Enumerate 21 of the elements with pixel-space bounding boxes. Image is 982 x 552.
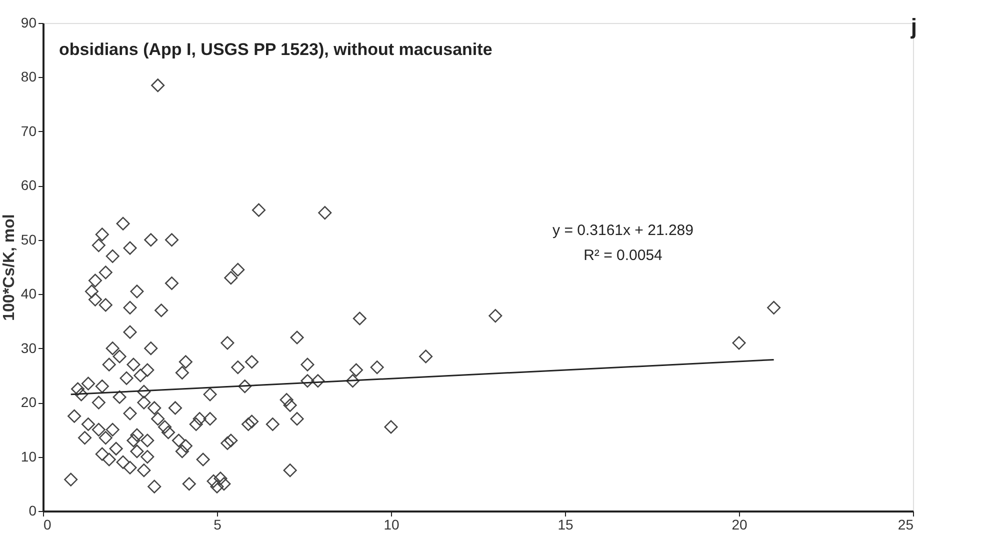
annotation: j: [910, 14, 917, 39]
x-tick-label: 0: [44, 516, 52, 532]
y-tick-label: 90: [20, 14, 37, 30]
y-tick-label: 80: [20, 68, 37, 85]
text: obsidians (App I, USGS PP 1523), without macusanite: [59, 40, 492, 59]
y-tick-label: 70: [20, 122, 37, 139]
x-tick-label: 25: [898, 516, 914, 532]
y-tick-label: 20: [20, 394, 37, 410]
y-tick-label: 10: [20, 448, 37, 464]
annotation: R² = 0.0054: [584, 247, 662, 264]
y-tick-label: 40: [20, 286, 37, 302]
x-tick-label: 15: [558, 516, 574, 532]
y-tick-label: 0: [28, 502, 37, 518]
y-tick-label: 30: [20, 340, 37, 356]
x-tick-label: 10: [384, 516, 400, 532]
x-tick-label: 20: [732, 516, 748, 532]
y-axis-title: 100*Cs/K, mol: [0, 214, 18, 321]
y-tick-label: 60: [20, 177, 37, 194]
annotation: y = 0.3161x + 21.289: [552, 222, 694, 239]
x-tick-label: 5: [214, 516, 222, 532]
y-tick-label: 50: [20, 231, 37, 248]
